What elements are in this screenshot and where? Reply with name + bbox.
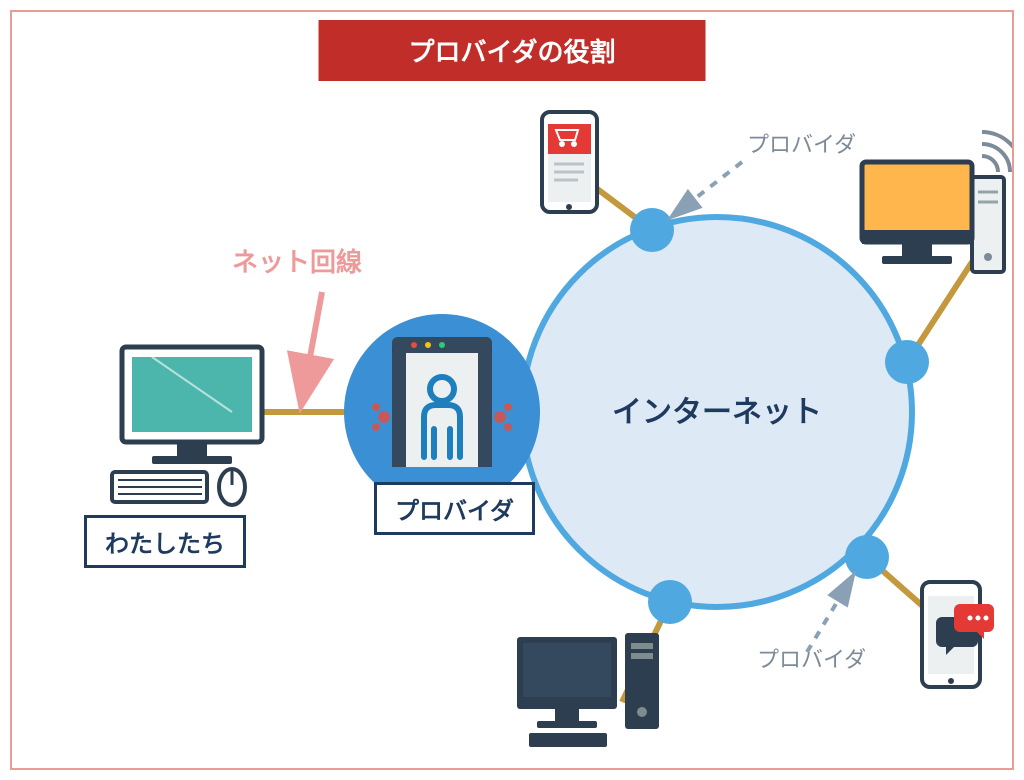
desktop-icon-left <box>112 347 262 505</box>
smartphone-chat-icon <box>922 582 994 687</box>
security-gate-icon <box>372 337 512 467</box>
provider-main-label-box: プロバイダ <box>374 482 535 535</box>
net-line-label: ネット回線 <box>232 242 362 279</box>
internet-label: インターネット <box>612 396 822 429</box>
provider-label-bottom: プロバイダ <box>757 642 866 674</box>
us-label-box: わたしたち <box>84 515 246 568</box>
desktop-dark-icon <box>517 633 659 747</box>
desktop-wifi-icon <box>862 132 1012 272</box>
smartphone-shopping-icon <box>542 112 597 212</box>
diagram-frame: プロバイダの役割 <box>10 10 1014 770</box>
net-line-arrow <box>304 292 322 390</box>
provider-label-top: プロバイダ <box>747 127 856 159</box>
